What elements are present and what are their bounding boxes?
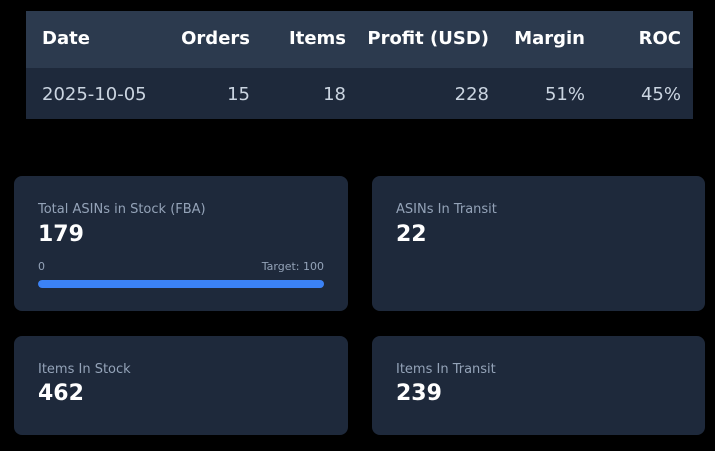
progress-fill [38, 280, 324, 288]
card-value: 462 [38, 381, 84, 406]
table-header [26, 11, 693, 68]
column-header: Items [289, 28, 346, 49]
card: Items In Transit 239 [372, 336, 705, 435]
card-label: Items In Transit [396, 362, 496, 377]
table-cell: 2025-10-05 [42, 84, 147, 105]
column-header: Orders [181, 28, 250, 49]
column-header: ROC [638, 28, 681, 49]
card-label: Items In Stock [38, 362, 131, 377]
card-value: 179 [38, 222, 84, 247]
progress-track [38, 280, 324, 288]
table-cell: 45% [640, 84, 681, 105]
progress-target: Target: 100 [261, 260, 324, 273]
column-header: Date [42, 28, 90, 49]
progress-min: 0 [38, 260, 45, 273]
card: ASINs In Transit 22 [372, 176, 705, 311]
card: Items In Stock 462 [14, 336, 348, 435]
summary-table: Date Orders Items Profit (USD) Margin ROC 2025… [26, 11, 693, 119]
table-cell: 51% [544, 84, 585, 105]
card-label: ASINs In Transit [396, 202, 497, 217]
card: Total ASINs in Stock (FBA) 179 0 Target:… [14, 176, 348, 311]
column-header: Margin [514, 28, 585, 49]
table-cell: 228 [454, 84, 489, 105]
column-header: Profit (USD) [367, 28, 489, 49]
card-label: Total ASINs in Stock (FBA) [38, 202, 206, 217]
card-value: 239 [396, 381, 442, 406]
table-cell: 15 [227, 84, 250, 105]
card-value: 22 [396, 222, 427, 247]
table-cell: 18 [323, 84, 346, 105]
